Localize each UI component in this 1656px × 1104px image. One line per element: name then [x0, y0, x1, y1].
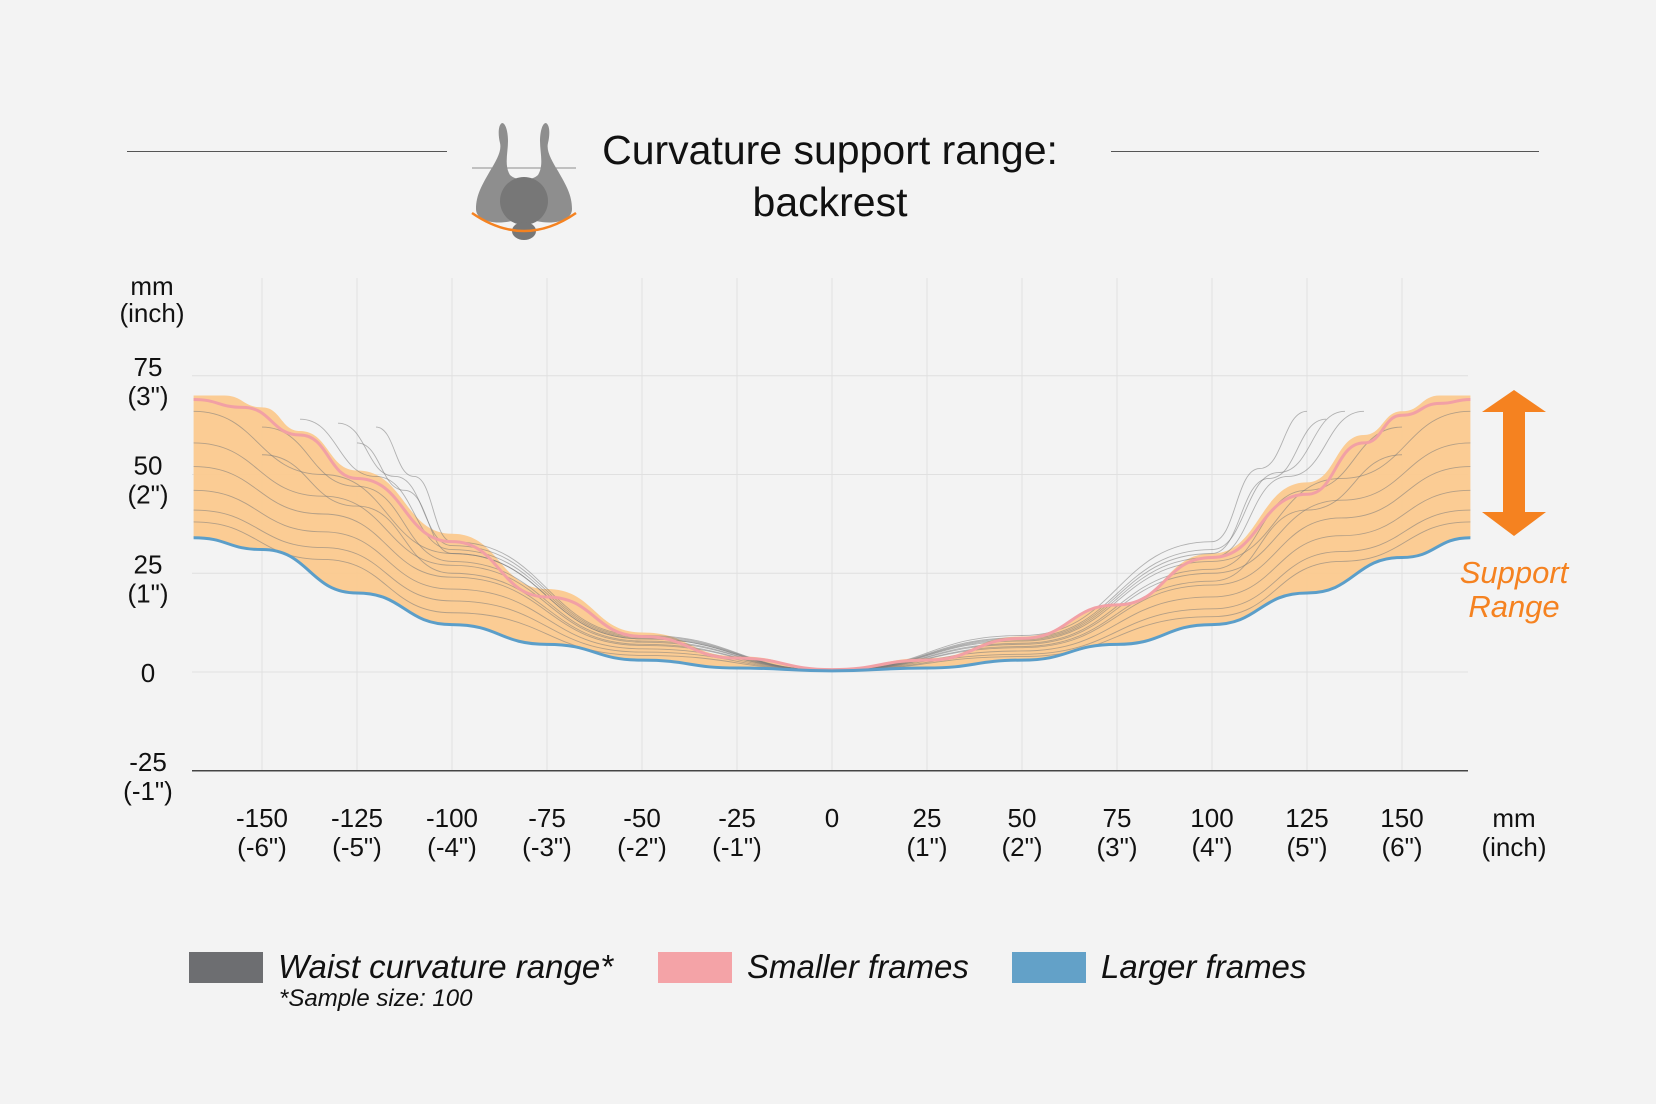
x-tick-label: 75	[1103, 803, 1132, 833]
waist-curve	[831, 410, 1346, 671]
x-tick-label: 150	[1380, 803, 1423, 833]
legend: Waist curvature range* *Sample size: 100…	[189, 943, 1389, 1013]
waist-curve	[831, 410, 1365, 671]
x-tick-label: -150	[236, 803, 288, 833]
waist-curve	[831, 442, 1471, 671]
support-range-label: Support	[1460, 555, 1570, 590]
waist-curve	[831, 426, 1403, 671]
waist-curve	[831, 410, 1471, 671]
x-tick-label: -25	[718, 803, 756, 833]
x-tick-label-inch: (4")	[1191, 832, 1232, 862]
waist-curve	[261, 426, 833, 671]
chart-title: Curvature support range: backrest	[560, 124, 1100, 228]
waist-curve	[193, 442, 833, 671]
x-tick-label: 0	[825, 803, 839, 833]
legend-label-waist: Waist curvature range*	[278, 948, 614, 985]
double-arrow-vertical-icon	[1482, 390, 1546, 536]
legend-swatch-larger	[1012, 952, 1086, 983]
y-tick-label-inch: (2")	[127, 480, 168, 510]
larger-frames-line	[193, 536, 1471, 673]
frame-series	[193, 397, 1471, 673]
x-tick-label: 25	[913, 803, 942, 833]
x-unit-label-inch: (inch)	[1481, 832, 1546, 862]
legend-label-larger: Larger frames	[1101, 948, 1307, 985]
x-tick-label-inch: (-4")	[427, 832, 477, 862]
support-band-area	[193, 395, 1471, 671]
legend-swatch-waist	[189, 952, 263, 983]
waist-curve	[375, 426, 833, 671]
y-tick-label-inch: (1")	[127, 578, 168, 608]
y-unit-label-inch: (inch)	[119, 298, 184, 328]
waist-curve	[831, 454, 1403, 671]
y-unit-label: mm	[130, 271, 173, 301]
legend-note: *Sample size: 100	[279, 985, 473, 1012]
x-tick-label-inch: (-6")	[237, 832, 287, 862]
waist-curve	[193, 466, 833, 671]
x-tick-label-inch: (2")	[1001, 832, 1042, 862]
y-tick-label: -25	[129, 747, 167, 777]
legend-label-smaller: Smaller frames	[747, 948, 969, 985]
smaller-frames-line	[193, 397, 1471, 672]
title-line-2: backrest	[752, 179, 908, 225]
waist-curve	[831, 418, 1327, 671]
x-tick-label-inch: (6")	[1381, 832, 1422, 862]
y-tick-label: 25	[134, 549, 163, 579]
x-tick-label-inch: (3")	[1096, 832, 1137, 862]
waist-curve	[337, 422, 833, 671]
x-unit-label: mm	[1492, 803, 1535, 833]
x-tick-label: -125	[331, 803, 383, 833]
tick-labels: -150(-6")-125(-5")-100(-4")-75(-3")-50(-…	[119, 271, 1546, 862]
x-tick-label-inch: (-5")	[332, 832, 382, 862]
y-tick-label: 50	[134, 451, 163, 481]
waist-curves	[193, 410, 1471, 671]
waist-curve	[299, 418, 833, 671]
waist-curve	[831, 410, 1308, 671]
y-tick-label: 75	[134, 352, 163, 382]
y-tick-label-inch: (-1")	[123, 776, 173, 806]
y-tick-label-inch: (3")	[127, 381, 168, 411]
support-range-label: Range	[1468, 589, 1559, 624]
legend-swatch-smaller	[658, 952, 732, 983]
support-band	[193, 395, 1471, 671]
y-tick-label: 0	[141, 658, 155, 688]
header-rule-right	[1111, 151, 1539, 152]
waist-curve	[831, 466, 1471, 671]
x-tick-label-inch: (-1")	[712, 832, 762, 862]
x-tick-label: 125	[1285, 803, 1328, 833]
title-line-1: Curvature support range:	[602, 127, 1058, 173]
x-tick-label-inch: (-3")	[522, 832, 572, 862]
x-tick-label: -75	[528, 803, 566, 833]
waist-curve	[261, 454, 833, 671]
x-tick-label: -50	[623, 803, 661, 833]
x-tick-label: -100	[426, 803, 478, 833]
x-tick-label-inch: (1")	[906, 832, 947, 862]
waist-curve	[831, 521, 1471, 671]
person-top-view-icon	[471, 123, 577, 240]
x-tick-label: 50	[1008, 803, 1037, 833]
x-tick-label-inch: (-2")	[617, 832, 667, 862]
header-rule-left	[127, 151, 447, 152]
waist-curve	[356, 442, 833, 671]
x-tick-label-inch: (5")	[1286, 832, 1327, 862]
x-tick-label: 100	[1190, 803, 1233, 833]
